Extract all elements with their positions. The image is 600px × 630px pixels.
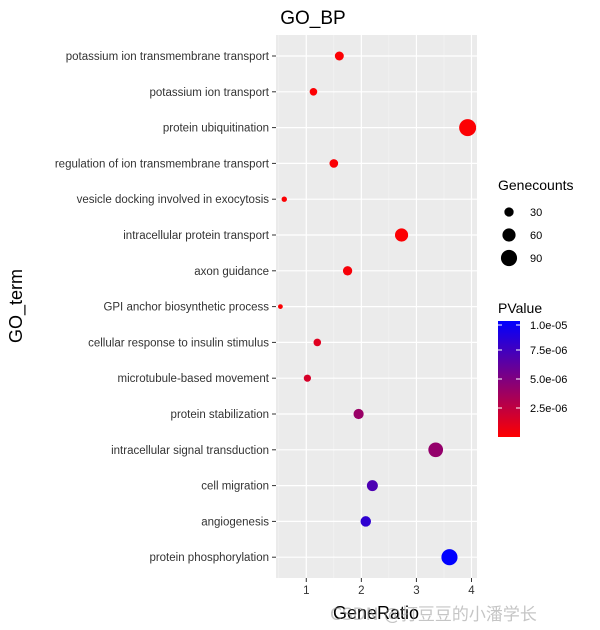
y-tick-label: protein phosphorylation (149, 552, 269, 564)
y-tick-label: GPI anchor biosynthetic process (103, 302, 269, 314)
size-legend-dot (500, 249, 518, 267)
x-tick-label: 4 (468, 585, 475, 597)
y-tick-label: axon guidance (194, 266, 269, 278)
y-tick-label: cell migration (201, 481, 269, 493)
data-point (303, 374, 311, 382)
x-tick-label: 2 (358, 585, 364, 597)
size-legend-label: 60 (530, 230, 542, 242)
data-point (329, 159, 339, 168)
y-tick-label: microtubule-based movement (118, 373, 270, 385)
color-legend-title: PValue (498, 300, 542, 316)
color-legend-label: 2.5e-06 (530, 403, 567, 415)
y-tick-label: potassium ion transport (149, 87, 269, 99)
x-axis-title: GeneRatio (333, 603, 419, 623)
y-tick-label: regulation of ion transmembrane transpor… (55, 158, 270, 170)
data-point (394, 228, 409, 242)
y-tick-label: cellular response to insulin stimulus (88, 337, 269, 349)
y-tick-label: vesicle docking involved in exocytosis (77, 194, 270, 206)
color-legend-label: 7.5e-06 (530, 345, 567, 357)
x-tick-label: 3 (413, 585, 419, 597)
color-legend-bar (498, 321, 520, 437)
size-legend-label: 30 (530, 207, 542, 219)
data-point (278, 304, 283, 310)
y-tick-label: intracellular signal transduction (111, 445, 269, 457)
x-tick-label: 1 (303, 585, 309, 597)
data-point (366, 480, 378, 492)
watermark: CSDN @打豆豆的小潘学长 (330, 605, 537, 625)
data-point (334, 51, 344, 61)
size-legend-dot (502, 228, 516, 242)
data-point (360, 516, 372, 527)
y-tick-label: protein ubiquitination (163, 123, 269, 135)
data-point (309, 87, 318, 96)
data-point (459, 119, 477, 137)
size-legend-label: 90 (530, 253, 542, 265)
data-point (441, 549, 458, 566)
y-tick-label: protein stabilization (171, 409, 269, 421)
color-legend-label: 1.0e-05 (530, 320, 567, 332)
y-tick-label: angiogenesis (201, 516, 269, 528)
data-point (353, 408, 364, 420)
color-legend-label: 5.0e-06 (530, 374, 567, 386)
y-tick-label: potassium ion transmembrane transport (66, 51, 270, 63)
size-legend-title: Genecounts (498, 177, 574, 193)
size-legend-dot (504, 207, 514, 217)
data-point (428, 442, 444, 458)
chart-title: GO_BP (280, 8, 345, 29)
data-point (342, 266, 353, 276)
data-point (313, 338, 322, 347)
y-tick-label: intracellular protein transport (123, 230, 270, 242)
data-point (281, 196, 287, 202)
y-axis-title: GO_term (6, 269, 27, 343)
